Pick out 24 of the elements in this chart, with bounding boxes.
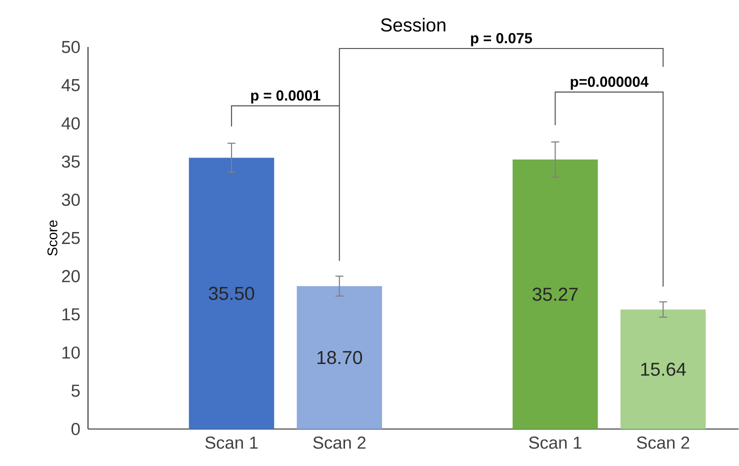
y-tick-label: 10 <box>62 346 80 359</box>
x-tick-label: Scan 2 <box>636 436 690 449</box>
y-tick-label: 0 <box>71 422 80 436</box>
y-tick-label: 5 <box>72 384 80 397</box>
annotation: p = 0.0001 <box>251 90 320 104</box>
y-tick-label: 15 <box>62 308 80 320</box>
data-label: 35.50 <box>208 286 254 300</box>
y-tick-label: 20 <box>62 270 80 282</box>
data-label: 18.70 <box>317 350 362 364</box>
x-tick-label: Scan 1 <box>529 436 582 449</box>
y-tick-label: 45 <box>62 79 80 92</box>
data-label: 15.64 <box>641 362 686 376</box>
y-tick-label: 50 <box>62 40 80 54</box>
y-tick-label: 35 <box>62 155 80 168</box>
chart-title: Session <box>380 18 446 32</box>
data-label: 35.27 <box>532 288 578 301</box>
x-tick-label: Scan 1 <box>205 436 258 449</box>
x-tick-label: Scan 2 <box>313 436 366 449</box>
y-axis-title: Score <box>47 220 58 256</box>
y-tick-label: 25 <box>62 232 80 244</box>
text: p = 0.075 <box>471 32 532 46</box>
annotation: p=0.000004 <box>570 76 648 90</box>
y-tick-label: 30 <box>62 194 80 206</box>
y-tick-label: 40 <box>62 117 80 130</box>
